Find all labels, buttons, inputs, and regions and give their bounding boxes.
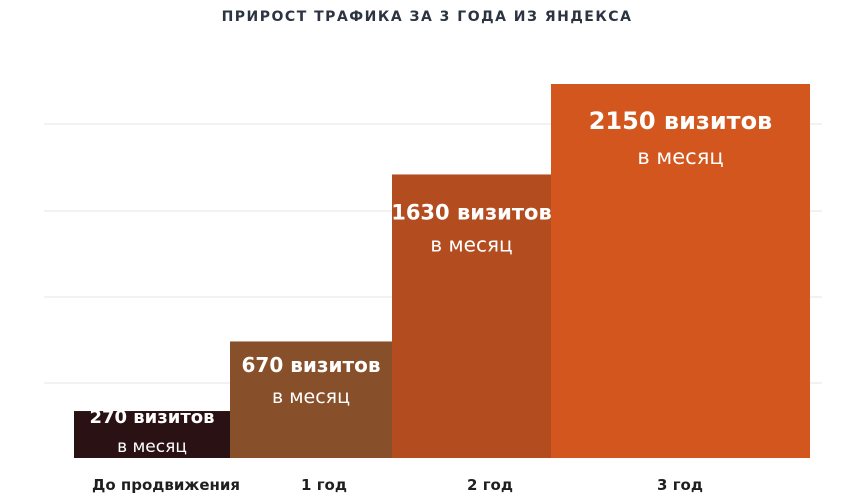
bar-unit-label: в месяц (637, 145, 723, 169)
chart-title: ПРИРОСТ ТРАФИКА ЗА 3 ГОДА ИЗ ЯНДЕКСА (221, 9, 633, 25)
bar-value-label: 2150 визитов (589, 107, 773, 135)
bar-labels: 270 визитов в месяц 670 визитов в месяц 1630… (89, 107, 772, 457)
bar-unit-label: в месяц (430, 232, 512, 256)
bar (74, 411, 259, 458)
x-tick-label: До продвижения (92, 476, 240, 494)
bar-unit-label: в месяц (117, 437, 187, 457)
x-tick-label: 3 год (657, 476, 703, 494)
bar-value-label: 670 визитов (241, 353, 380, 377)
bars (74, 84, 810, 458)
bar-unit-label: в месяц (272, 386, 350, 408)
bar (551, 84, 810, 458)
x-tick-label: 1 год (301, 476, 347, 494)
bar-value-label: 1630 визитов (391, 200, 552, 224)
bar (230, 341, 420, 458)
bar-value-label: 270 визитов (89, 407, 214, 428)
category-labels: До продвижения 1 год 2 год 3 год (92, 476, 703, 494)
x-tick-label: 2 год (467, 476, 513, 494)
